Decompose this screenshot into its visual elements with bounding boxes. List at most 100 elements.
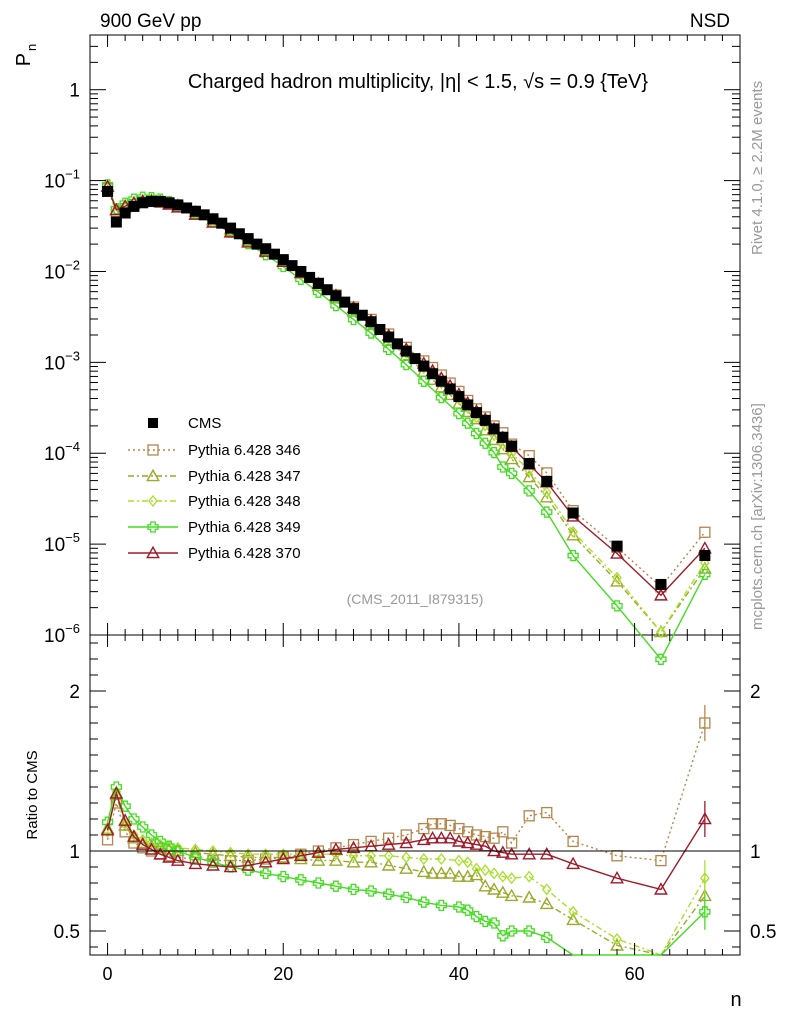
- ratio-point: [460, 835, 475, 849]
- data-point: [656, 625, 666, 639]
- ratio-point: [120, 817, 130, 830]
- ratio-tick-label: 2: [69, 682, 80, 703]
- cms-point: [286, 260, 298, 272]
- ratio-point: [382, 888, 395, 900]
- ratio-point: [400, 829, 412, 841]
- series-main-1: [100, 179, 712, 638]
- cms-point: [242, 233, 254, 245]
- ratio-point: [331, 848, 341, 861]
- ratio-point: [478, 879, 493, 892]
- cms-point: [567, 507, 579, 519]
- data-point: [479, 437, 491, 449]
- cms-point: [462, 399, 474, 411]
- ratio-point: [153, 840, 168, 854]
- ratio-point: [523, 810, 535, 822]
- cms-point: [453, 391, 465, 403]
- y-tick-base: 10: [44, 353, 65, 374]
- ratio-tick-label-right: 2: [750, 682, 761, 703]
- cms-point: [611, 540, 623, 552]
- ratio-point: [293, 848, 308, 862]
- data-point: [347, 313, 360, 326]
- ratio-point: [418, 852, 429, 866]
- ratio-point: [460, 869, 475, 882]
- legend-label-347: Pythia 6.428 347: [188, 468, 301, 485]
- ratio-point: [276, 850, 291, 863]
- y-tick-base: 10: [44, 172, 65, 193]
- series-main-cms: [102, 185, 711, 590]
- legend-symbol: [146, 545, 160, 559]
- header-right: NSD: [690, 11, 730, 32]
- data-point: [365, 327, 377, 339]
- data-point: [110, 203, 123, 215]
- ratio-point: [311, 853, 326, 866]
- data-point: [654, 588, 668, 601]
- cms-point: [541, 475, 553, 487]
- cms-point: [435, 375, 447, 387]
- ratio-point: [241, 850, 256, 863]
- data-point: [495, 441, 510, 455]
- ratio-point: [154, 835, 166, 848]
- cms-point: [312, 277, 324, 289]
- cms-point: [295, 265, 307, 277]
- y-axis-label-sub: n: [24, 44, 39, 51]
- ratio-point: [206, 858, 220, 871]
- ratio-point: [434, 831, 449, 844]
- y-tick-exponent: −3: [65, 348, 80, 363]
- side-text-top: Rivet 4.1.0, ≥ 2.2M events: [749, 81, 766, 255]
- cms-point: [444, 383, 456, 395]
- data-point: [462, 417, 474, 429]
- ratio-point: [495, 885, 510, 898]
- data-point: [541, 486, 552, 499]
- ratio-point: [443, 866, 458, 879]
- legend: CMS Pythia 6.428 346 Pythia 6.428 347 Py…: [128, 415, 301, 562]
- ratio-point: [100, 821, 115, 834]
- y-tick-label: 10−3: [44, 348, 80, 374]
- data-point: [610, 546, 624, 559]
- ratio-point: [366, 849, 376, 862]
- ratio-point: [462, 856, 473, 869]
- ratio-point: [541, 806, 553, 819]
- cms-point: [655, 578, 667, 590]
- x-axis-label: n: [730, 989, 741, 1011]
- series-line: [106, 186, 706, 634]
- x-tick-label: 60: [625, 964, 645, 984]
- data-point: [109, 202, 124, 216]
- ratio-point: [471, 862, 482, 875]
- data-point: [478, 422, 493, 436]
- ratio-point: [295, 874, 307, 886]
- legend-label-349: Pythia 6.428 349: [188, 519, 301, 536]
- ratio-point: [453, 822, 465, 835]
- series-ratio-0: [101, 705, 711, 867]
- ratio-point: [126, 831, 141, 844]
- ratio-point: [364, 855, 379, 868]
- ratio-point: [381, 837, 396, 850]
- ratio-point: [488, 832, 500, 844]
- cms-point: [339, 296, 351, 308]
- data-point: [699, 568, 711, 580]
- ratio-tick-label: 1: [69, 842, 80, 863]
- ratio-point: [347, 883, 360, 896]
- ratio-point: [495, 845, 510, 858]
- series-line: [106, 186, 706, 634]
- ratio-point: [416, 832, 431, 846]
- ratio-point: [539, 847, 554, 860]
- ratio-point: [566, 856, 581, 870]
- ratio-point: [382, 832, 395, 844]
- ratio-point: [454, 854, 464, 867]
- ratio-point: [541, 931, 553, 944]
- ratio-point: [612, 932, 622, 946]
- ratio-point: [329, 853, 343, 866]
- ratio-point: [487, 882, 501, 895]
- ratio-line: [106, 791, 706, 956]
- cms-point: [321, 284, 333, 296]
- ratio-point: [223, 859, 238, 873]
- series-ratio-4: [100, 786, 712, 895]
- cms-point: [506, 440, 518, 452]
- ratio-plot-frame: [89, 634, 741, 956]
- analysis-tag: (CMS_2011_I879315): [347, 591, 484, 607]
- y-tick-exponent: −6: [65, 621, 80, 636]
- ratio-point: [276, 851, 291, 865]
- series-main-2: [102, 180, 710, 639]
- data-point: [504, 451, 519, 465]
